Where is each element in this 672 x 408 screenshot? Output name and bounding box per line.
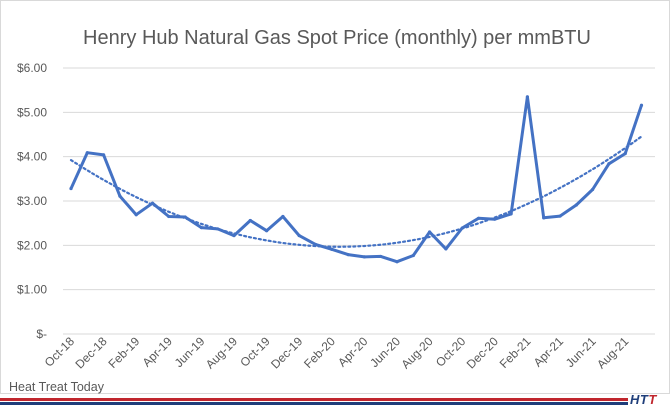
y-tick-label: $- xyxy=(36,327,47,341)
data-point xyxy=(607,162,611,166)
data-point xyxy=(199,226,203,230)
chart-svg: Henry Hub Natural Gas Spot Price (monthl… xyxy=(9,27,655,394)
brand-logo: HTT xyxy=(630,392,657,407)
data-point xyxy=(330,247,334,251)
data-point xyxy=(281,214,285,219)
data-point xyxy=(411,253,415,258)
data-point xyxy=(346,253,350,257)
x-tick-label: Dec-20 xyxy=(464,334,501,371)
data-point xyxy=(444,247,448,251)
x-tick-label: Aug-20 xyxy=(398,334,435,371)
x-tick-label: Feb-21 xyxy=(497,334,534,371)
y-tick-label: $6.00 xyxy=(17,61,47,75)
chart-frame: Henry Hub Natural Gas Spot Price (monthl… xyxy=(0,0,670,394)
trend-line xyxy=(69,135,643,248)
data-point xyxy=(297,233,301,238)
data-point xyxy=(102,153,106,157)
data-point xyxy=(395,260,399,264)
data-point xyxy=(248,218,252,223)
x-tick-label: Feb-19 xyxy=(106,334,143,371)
source-label: Heat Treat Today xyxy=(9,380,105,394)
data-point xyxy=(525,95,530,99)
data-point xyxy=(623,151,627,156)
data-point xyxy=(118,194,122,198)
data-point xyxy=(85,151,89,155)
x-tick-label: Apr-21 xyxy=(531,334,567,370)
data-point xyxy=(460,226,464,230)
x-tick-label: Aug-21 xyxy=(594,334,631,371)
data-point xyxy=(183,215,187,219)
x-tick-label: Feb-20 xyxy=(301,334,338,371)
x-tick-label: Dec-19 xyxy=(268,334,305,371)
footer-rule-red xyxy=(0,398,628,401)
x-tick-label: Oct-20 xyxy=(433,334,469,370)
data-point xyxy=(476,216,481,220)
data-point xyxy=(167,214,171,219)
data-point xyxy=(134,213,138,217)
data-point xyxy=(558,214,562,218)
y-tick-label: $3.00 xyxy=(17,194,47,208)
x-tick-label: Oct-19 xyxy=(237,334,273,370)
x-tick-label: Jun-21 xyxy=(563,334,599,370)
data-point xyxy=(150,201,155,205)
data-point xyxy=(428,230,432,234)
y-tick-label: $4.00 xyxy=(17,150,47,164)
y-tick-label: $2.00 xyxy=(17,238,47,252)
x-tick-label: Oct-18 xyxy=(42,334,78,370)
data-point xyxy=(232,233,236,238)
footer-rule-blue xyxy=(0,402,628,405)
x-tick-label: Jun-20 xyxy=(367,334,403,370)
data-point xyxy=(265,229,269,233)
y-tick-label: $1.00 xyxy=(17,283,47,297)
data-point xyxy=(216,227,220,231)
data-point xyxy=(591,187,595,192)
x-tick-label: Apr-20 xyxy=(335,334,371,370)
chart-title: Henry Hub Natural Gas Spot Price (monthl… xyxy=(83,27,591,49)
data-point xyxy=(639,103,644,107)
x-tick-label: Apr-19 xyxy=(140,334,176,370)
data-point xyxy=(362,255,366,259)
x-tick-label: Jun-19 xyxy=(172,334,208,370)
data-point xyxy=(493,217,497,221)
data-point xyxy=(574,203,578,207)
data-point xyxy=(379,254,383,259)
series-line xyxy=(69,95,643,264)
data-point xyxy=(69,186,73,191)
x-tick-label: Aug-19 xyxy=(203,334,240,371)
data-point xyxy=(313,242,318,247)
data-point xyxy=(542,216,546,220)
x-tick-label: Dec-18 xyxy=(72,334,109,371)
y-tick-label: $5.00 xyxy=(17,105,47,119)
data-point xyxy=(509,212,513,216)
